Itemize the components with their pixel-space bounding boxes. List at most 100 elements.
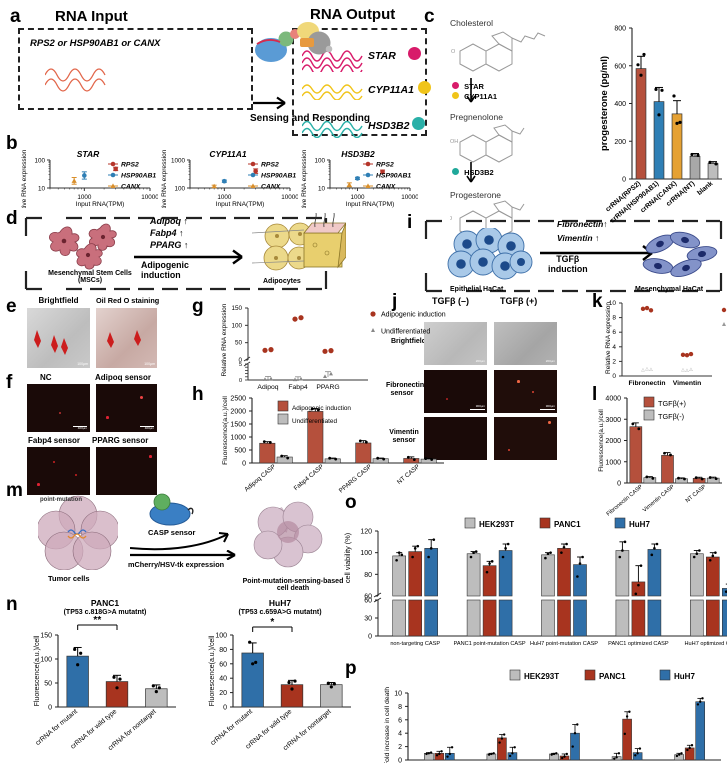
svg-text:HSP90AB1: HSP90AB1 [121, 172, 156, 179]
svg-text:crRNA for mutant: crRNA for mutant [210, 708, 255, 747]
svg-text:Fabp4 CASP: Fabp4 CASP [293, 463, 326, 492]
svg-text:2: 2 [612, 358, 616, 365]
svg-text:CANX: CANX [376, 183, 396, 190]
svg-text:*: * [270, 617, 274, 628]
svg-text:200: 200 [614, 139, 626, 146]
svg-text:Relative RNA expression: Relative RNA expression [221, 303, 228, 376]
svg-text:PANC1 optimized CASP: PANC1 optimized CASP [608, 641, 669, 647]
svg-text:50: 50 [235, 340, 243, 347]
svg-text:Adipogenic induction: Adipogenic induction [292, 405, 351, 412]
svg-text:HuH7 optimized CASP: HuH7 optimized CASP [685, 641, 727, 647]
svg-text:8: 8 [612, 315, 616, 322]
svg-text:600: 600 [614, 63, 626, 70]
svg-text:Fluorescence(a.u.)/cell: Fluorescence(a.u.)/cell [34, 635, 41, 706]
svg-text:0: 0 [368, 634, 372, 641]
svg-text:20: 20 [219, 690, 227, 697]
svg-text:CANX: CANX [121, 183, 141, 190]
svg-text:10000: 10000 [281, 194, 298, 201]
svg-text:2500: 2500 [230, 396, 246, 403]
svg-text:Adipogenic induction: Adipogenic induction [381, 312, 446, 319]
svg-text:NT CASP: NT CASP [396, 463, 421, 486]
svg-text:TGFβ(+): TGFβ(+) [658, 399, 686, 408]
svg-text:1000: 1000 [350, 194, 365, 201]
svg-text:crRNA for mutant: crRNA for mutant [35, 708, 80, 747]
svg-text:2: 2 [398, 744, 402, 751]
svg-text:3000: 3000 [605, 417, 621, 424]
svg-text:2000: 2000 [605, 438, 621, 445]
svg-text:50: 50 [44, 681, 52, 688]
svg-text:1000: 1000 [77, 194, 92, 201]
svg-text:30: 30 [364, 616, 372, 623]
svg-text:non-targeting CASP: non-targeting CASP [390, 641, 440, 647]
svg-text:2000: 2000 [230, 409, 246, 416]
svg-text:500: 500 [234, 448, 246, 455]
svg-text:0: 0 [239, 378, 242, 384]
svg-text:HuH7 point-mutation CASP: HuH7 point-mutation CASP [530, 641, 598, 647]
svg-text:Relative RNA expression: Relative RNA expression [161, 149, 168, 208]
svg-text:HSP90AB1: HSP90AB1 [261, 172, 296, 179]
svg-text:RPS2: RPS2 [121, 161, 139, 168]
svg-text:HSD3B2: HSD3B2 [341, 149, 375, 159]
svg-text:Fluorescence(a.u.)/cell: Fluorescence(a.u.)/cell [209, 635, 216, 706]
svg-text:progesterone (pg/ml): progesterone (pg/ml) [599, 56, 610, 151]
svg-text:100: 100 [40, 657, 52, 664]
svg-text:Adipoq CASP: Adipoq CASP [243, 463, 277, 493]
svg-text:1000: 1000 [217, 194, 232, 201]
svg-text:cell viability (%): cell viability (%) [343, 533, 352, 583]
svg-text:CYP11A1: CYP11A1 [209, 149, 246, 159]
svg-text:0: 0 [622, 177, 626, 184]
svg-text:1000: 1000 [171, 158, 186, 165]
svg-text:STAR: STAR [77, 149, 100, 159]
svg-text:120: 120 [360, 529, 372, 536]
svg-text:PANC1 point-mutation CASP: PANC1 point-mutation CASP [454, 641, 526, 647]
svg-text:PANC1: PANC1 [599, 672, 626, 681]
svg-text:80: 80 [364, 572, 372, 579]
svg-text:HEK293T: HEK293T [479, 520, 514, 529]
svg-text:6: 6 [398, 717, 402, 724]
svg-text:1500: 1500 [230, 422, 246, 429]
svg-text:8: 8 [398, 704, 402, 711]
svg-text:Fluorescence(a.u.)/cell: Fluorescence(a.u.)/cell [222, 396, 229, 465]
svg-text:40: 40 [219, 676, 227, 683]
svg-text:Fluorescence(a.u.)/cell: Fluorescence(a.u.)/cell [598, 409, 605, 472]
svg-text:4: 4 [398, 731, 402, 738]
svg-text:150: 150 [40, 633, 52, 640]
svg-text:150: 150 [231, 305, 242, 312]
svg-text:6: 6 [612, 329, 616, 336]
svg-text:10: 10 [318, 186, 326, 193]
svg-text:Vimentin: Vimentin [673, 380, 702, 387]
svg-text:Undifferentiated: Undifferentiated [381, 329, 430, 336]
svg-text:RPS2: RPS2 [376, 161, 394, 168]
svg-text:400: 400 [614, 101, 626, 108]
svg-text:Vimentin CASP: Vimentin CASP [642, 484, 676, 514]
svg-text:PPARG CASP: PPARG CASP [338, 463, 374, 494]
svg-text:**: ** [93, 615, 101, 626]
svg-text:HEK293T: HEK293T [524, 672, 559, 681]
svg-text:100: 100 [34, 158, 45, 165]
svg-text:Input RNA(TPM): Input RNA(TPM) [216, 201, 265, 208]
svg-text:O: O [451, 49, 456, 55]
svg-text:OH: OH [450, 139, 458, 145]
svg-text:10000: 10000 [141, 194, 158, 201]
svg-text:Input RNA(TPM): Input RNA(TPM) [346, 201, 395, 208]
svg-text:0: 0 [617, 481, 621, 488]
svg-text:80: 80 [219, 647, 227, 654]
svg-text:10000: 10000 [401, 194, 418, 201]
svg-text:Fibronectin CASP: Fibronectin CASP [606, 484, 645, 518]
svg-text:TGFβ(-): TGFβ(-) [658, 412, 684, 421]
svg-text:1000: 1000 [230, 435, 246, 442]
svg-text:0: 0 [242, 461, 246, 468]
svg-text:100: 100 [360, 550, 372, 557]
svg-text:100: 100 [314, 158, 325, 165]
svg-text:0: 0 [612, 373, 616, 380]
svg-text:100: 100 [215, 633, 227, 640]
svg-text:CANX: CANX [261, 183, 281, 190]
svg-text:0: 0 [48, 705, 52, 712]
svg-text:60: 60 [219, 661, 227, 668]
svg-text:PANC1: PANC1 [554, 520, 581, 529]
svg-text:Relative RNA expression: Relative RNA expression [21, 149, 28, 208]
svg-text:0: 0 [223, 705, 227, 712]
svg-text:Relative RNA expression: Relative RNA expression [605, 302, 612, 374]
svg-text:60: 60 [364, 598, 372, 605]
svg-text:10: 10 [394, 691, 402, 698]
